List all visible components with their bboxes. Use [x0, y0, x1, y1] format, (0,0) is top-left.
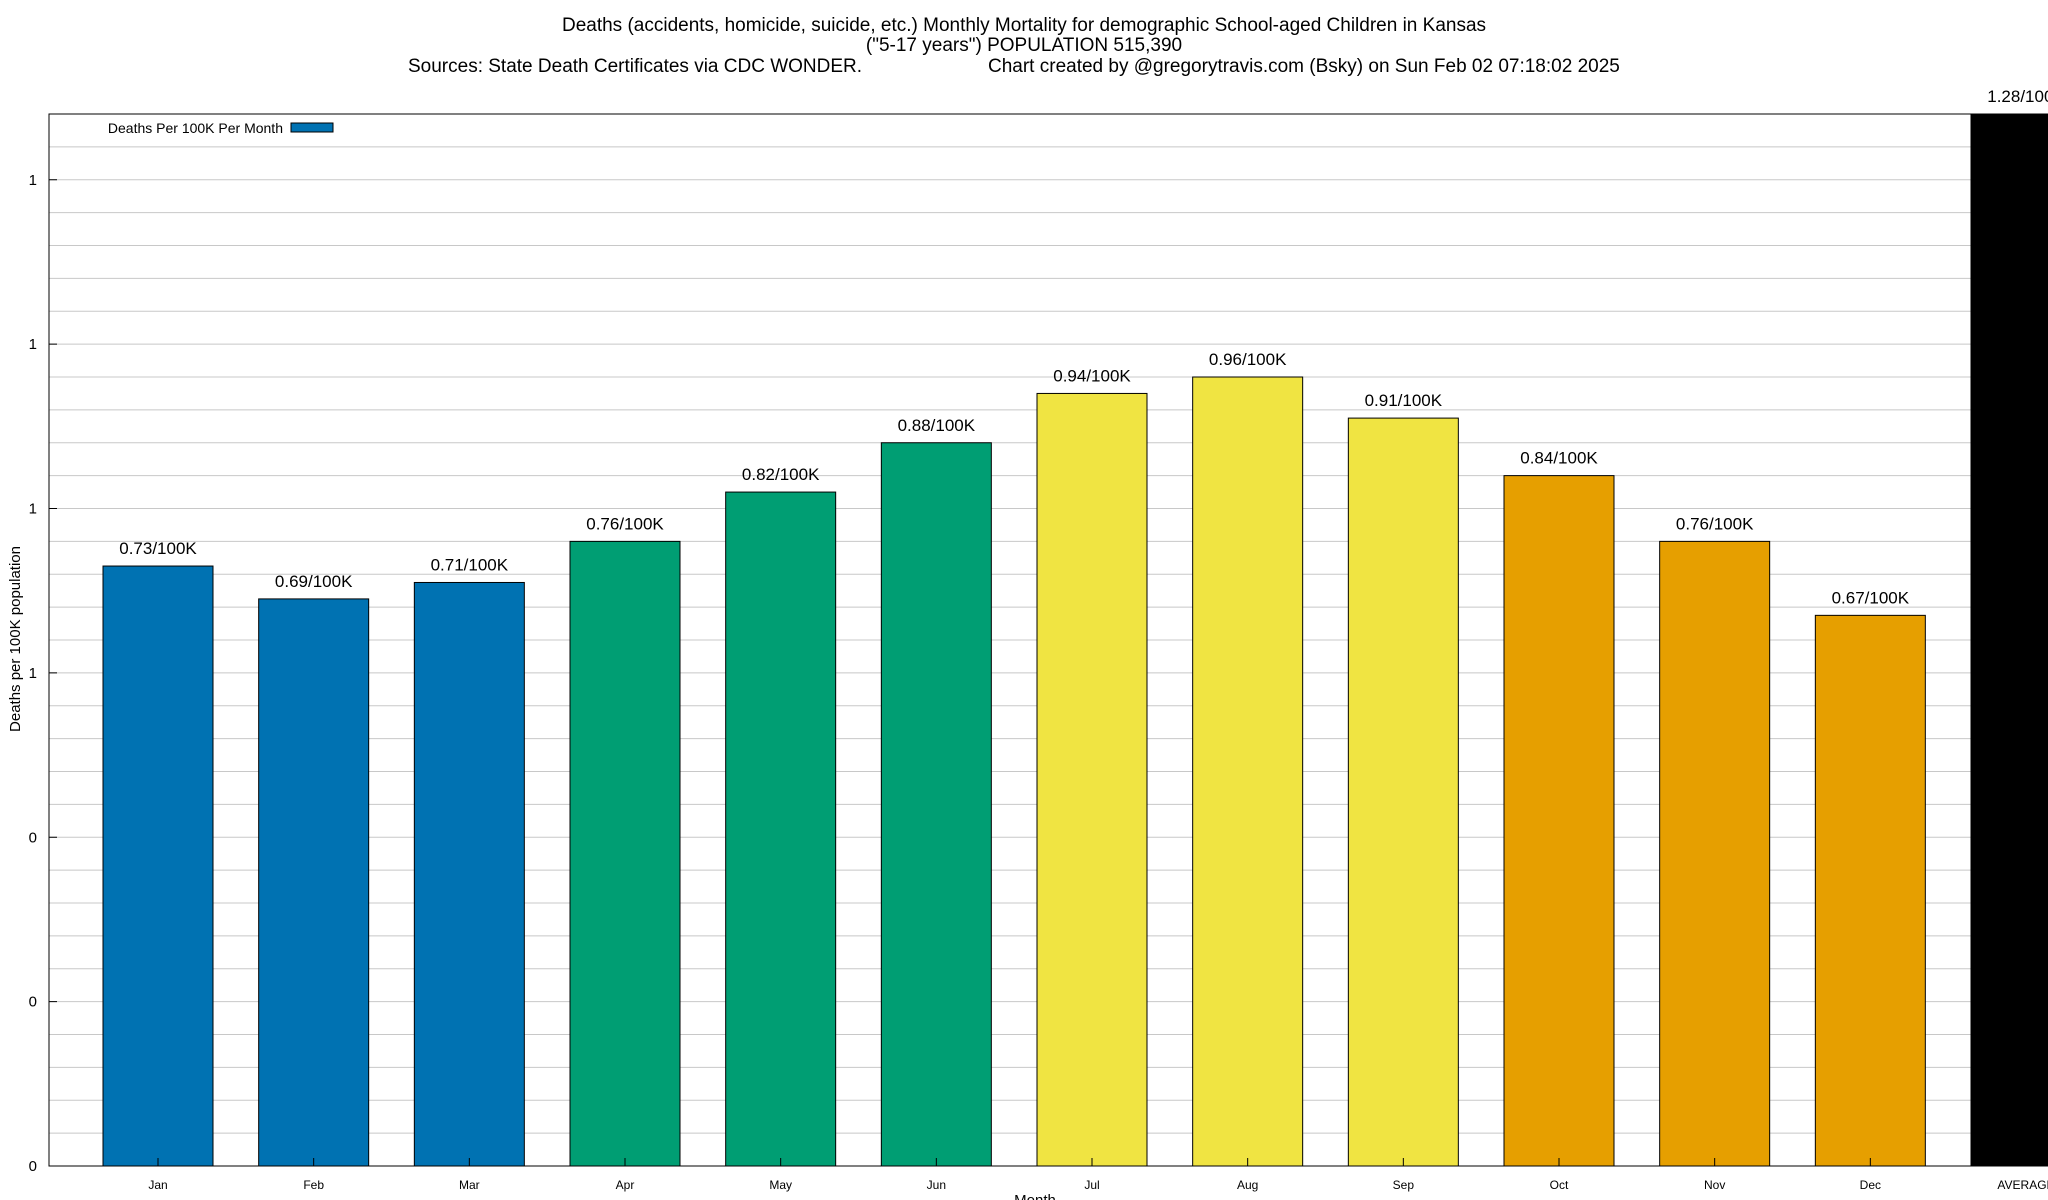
x-tick-label-jul: Jul — [1084, 1178, 1099, 1192]
bar-apr — [569, 540, 681, 1167]
value-labels: 0.73/100K 0.69/100K 0.71/100K 0.76/100K 0.82… — [119, 87, 2048, 607]
value-label-oct: 0.84/100K — [1520, 449, 1598, 468]
value-label-jul: 0.94/100K — [1053, 366, 1131, 385]
bar-may — [725, 491, 837, 1167]
bar-average — [1970, 113, 2048, 1167]
x-tick-label-jun: Jun — [927, 1178, 946, 1192]
value-label-nov: 0.76/100K — [1676, 514, 1754, 533]
value-label-feb: 0.69/100K — [275, 572, 353, 591]
plot-frame — [48, 113, 2026, 1167]
bars — [102, 113, 2048, 1167]
bar-oct — [1503, 475, 1615, 1167]
y-axis-ticks: 0 0 0 1 1 1 1 — [29, 172, 2025, 1175]
value-label-apr: 0.76/100K — [586, 514, 664, 533]
value-label-sep: 0.91/100K — [1365, 391, 1443, 410]
x-tick-label-oct: Oct — [1550, 1178, 1569, 1192]
bar-jun — [880, 442, 992, 1167]
value-label-may: 0.82/100K — [742, 465, 820, 484]
bar-mar — [413, 581, 525, 1167]
x-tick-label-may: May — [769, 1178, 792, 1192]
y-tick-label: 0 — [29, 1158, 37, 1175]
x-axis-label: Month — [1014, 1192, 1056, 1200]
bar-feb — [258, 598, 370, 1167]
x-tick-label-nov: Nov — [1704, 1178, 1725, 1192]
chart-sources: Sources: State Death Certificates via CD… — [408, 56, 862, 77]
y-axis-label: Deaths per 100K population — [7, 546, 24, 732]
bar-dec — [1814, 614, 1926, 1167]
bar-jul — [1036, 392, 1148, 1167]
y2-axis-label: Deaths per 100K population — [2029, 546, 2046, 732]
bar-aug — [1192, 376, 1304, 1167]
value-label-jun: 0.88/100K — [898, 416, 976, 435]
x-tick-label-feb: Feb — [303, 1178, 324, 1192]
x-tick-label-dec: Dec — [1860, 1178, 1881, 1192]
value-label-dec: 0.67/100K — [1832, 588, 1910, 607]
x-axis-ticks: Jan Feb Mar Apr May Jun Jul Aug Sep Oct Nov Dec AVER… — [148, 1158, 2048, 1192]
chart-title-line-2: ("5-17 years") POPULATION 515,390 — [866, 35, 1182, 56]
bar-jan — [102, 565, 214, 1167]
y-tick-label: 1 — [29, 665, 37, 682]
x-tick-label-aug: Aug — [1237, 1178, 1258, 1192]
x-tick-label-mar: Mar — [459, 1178, 480, 1192]
value-label-average: 1.28/100K — [1987, 87, 2048, 106]
x-tick-label-sep: Sep — [1393, 1178, 1415, 1192]
value-label-jan: 0.73/100K — [119, 539, 197, 558]
chart-title-line-1: Deaths (accidents, homicide, suicide, et… — [562, 15, 1486, 36]
y-tick-label: 0 — [29, 829, 37, 846]
y-tick-label: 1 — [29, 172, 37, 189]
bar-sep — [1347, 417, 1459, 1167]
value-label-aug: 0.96/100K — [1209, 350, 1287, 369]
x-tick-label-jan: Jan — [148, 1178, 167, 1192]
chart-credit: Chart created by @gregorytravis.com (Bsk… — [988, 56, 1620, 77]
x-tick-label-apr: Apr — [616, 1178, 635, 1192]
y-tick-label: 0 — [29, 994, 37, 1011]
value-label-mar: 0.71/100K — [431, 555, 509, 574]
y-tick-label: 1 — [29, 336, 37, 353]
bar-nov — [1659, 540, 1771, 1167]
legend-label: Deaths Per 100K Per Month — [108, 120, 283, 136]
y-tick-label: 1 — [29, 501, 37, 518]
legend-swatch — [290, 122, 334, 133]
legend: Deaths Per 100K Per Month — [108, 120, 334, 136]
x-tick-label-average: AVERAGE — [1997, 1178, 2048, 1192]
